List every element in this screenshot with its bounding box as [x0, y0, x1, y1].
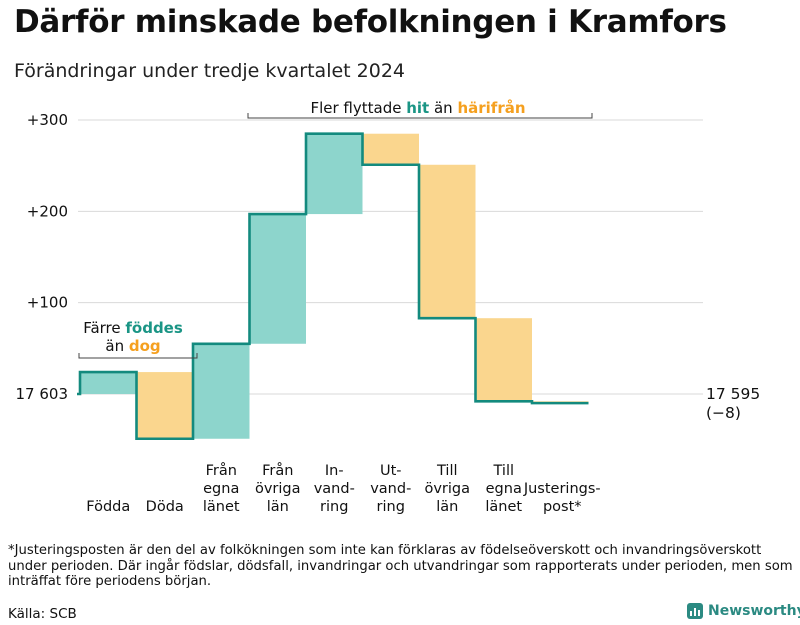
- x-tick-label: Födda: [86, 499, 130, 515]
- x-tick-label: Döda: [146, 499, 184, 515]
- x-tick-label-line: Till: [436, 463, 458, 479]
- x-tick-label: Till övriga län: [424, 463, 470, 515]
- x-tick-label: Från övriga län: [255, 462, 301, 515]
- migration-bracket: [247, 113, 593, 119]
- bar: [136, 372, 193, 439]
- footnote: *Justeringsposten är den del av folkökni…: [8, 543, 793, 590]
- annotation-part: än: [105, 337, 128, 355]
- bar: [362, 133, 419, 165]
- y-tick-label: +100: [27, 294, 68, 312]
- x-tick-label-line: ring: [320, 499, 348, 515]
- annotation-part: Fler flyttade: [310, 99, 406, 117]
- annotation-part: Färre: [83, 319, 125, 337]
- x-tick-label-line: Justerings-: [523, 481, 601, 497]
- bar: [419, 164, 476, 319]
- bar: [475, 318, 532, 402]
- births-annotation-line2: än dog: [105, 337, 160, 355]
- x-tick-label-line: Ut-: [380, 463, 402, 479]
- x-tick-label-line: Döda: [146, 499, 184, 515]
- births-bracket: [78, 353, 198, 359]
- x-tick-label-line: Från: [206, 462, 237, 479]
- chart-title: Därför minskade befolkningen i Kramfors: [14, 4, 727, 40]
- x-tick-label-line: Födda: [86, 499, 130, 515]
- x-tick-label: Justerings-post*: [523, 481, 601, 515]
- bar: [80, 372, 137, 394]
- x-tick-label: Ut-vand-ring: [370, 463, 411, 515]
- bar: [193, 343, 250, 439]
- cumulative-line: [77, 132, 589, 441]
- y-tick-start: 17 603: [16, 385, 69, 403]
- y-tick-label: +300: [27, 111, 68, 129]
- migration-annotation: Fler flyttade hit än härifrån: [310, 99, 525, 117]
- bar: [249, 214, 306, 344]
- x-tick-label-line: egna: [203, 481, 239, 497]
- chart-subtitle: Förändringar under tredje kvartalet 2024: [14, 60, 406, 82]
- bar: [306, 133, 363, 215]
- end-value-label: 17 595: [706, 385, 760, 403]
- x-tick-label-line: Till: [493, 463, 515, 479]
- births-annotation-line1: Färre föddes: [83, 319, 183, 337]
- x-tick-label-line: Från: [262, 462, 293, 479]
- x-tick-label-line: post*: [543, 499, 582, 515]
- source-label: Källa: SCB: [8, 606, 77, 622]
- x-tick-label-line: egna: [486, 481, 522, 497]
- x-tick-label: Från egna länet: [203, 462, 240, 515]
- annotation-part: dog: [129, 337, 161, 355]
- annotation-part: än: [429, 99, 457, 117]
- x-tick-label-line: länet: [203, 499, 240, 515]
- x-tick-label: In-vand-ring: [314, 463, 355, 515]
- x-tick-label-line: vand-: [314, 481, 355, 497]
- brand-logo: Newsworthy: [687, 603, 800, 619]
- y-tick-label: +200: [27, 202, 68, 220]
- x-tick-label-line: län: [267, 499, 289, 515]
- x-tick-label-line: övriga: [424, 481, 470, 497]
- annotation-part: hit: [406, 99, 429, 117]
- x-tick-label-line: ring: [377, 499, 405, 515]
- brand-name: Newsworthy: [708, 603, 800, 619]
- annotation-part: härifrån: [457, 99, 525, 117]
- x-tick-label-line: län: [436, 499, 458, 515]
- x-tick-label: Till egna länet: [485, 463, 522, 515]
- end-change-label: (−8): [706, 404, 741, 422]
- x-tick-label-line: vand-: [370, 481, 411, 497]
- x-tick-label-line: övriga: [255, 481, 301, 497]
- x-tick-label-line: In-: [325, 463, 344, 479]
- annotation-part: föddes: [125, 319, 182, 337]
- newsworthy-icon: [687, 603, 703, 619]
- x-tick-label-line: länet: [485, 499, 522, 515]
